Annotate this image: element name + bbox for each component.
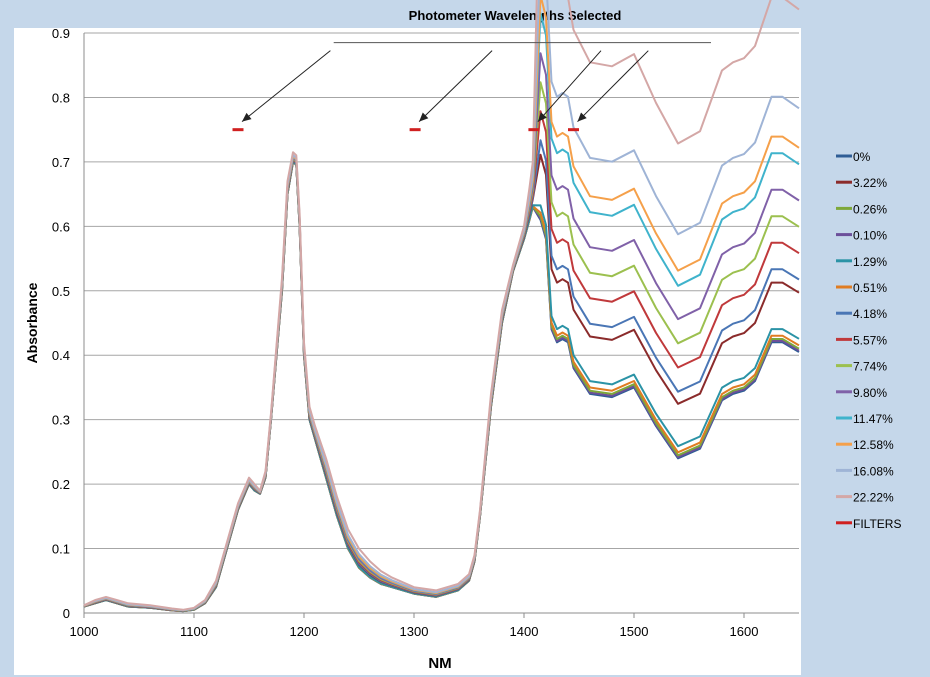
annotation-arrowhead bbox=[242, 112, 252, 122]
annotation-arrowhead bbox=[577, 112, 587, 122]
legend-label: 0.10% bbox=[853, 229, 887, 243]
x-axis-label: NM bbox=[428, 655, 451, 672]
y-axis-label: Absorbance bbox=[24, 282, 40, 363]
legend-label: 9.80% bbox=[853, 386, 887, 400]
legend-label: 0.26% bbox=[853, 202, 887, 216]
legend-label: 11.47% bbox=[853, 412, 893, 426]
axes bbox=[83, 33, 799, 614]
legend-label: 0% bbox=[853, 150, 871, 164]
series-lines bbox=[83, 0, 800, 613]
legend: 0% 3.22% 0.26% 0.10% 1.29% 0.51% 4.18% 5.57% 7.7… bbox=[836, 150, 901, 531]
x-tick-label: 1000 bbox=[70, 624, 99, 639]
chart-title: Photometer Wavelengths Selected bbox=[409, 8, 622, 23]
y-tick-label: 0.6 bbox=[52, 219, 70, 234]
x-axis-ticks: 1000 1100 1200 1300 1400 1500 1600 bbox=[70, 613, 759, 639]
annotation-arrowhead bbox=[419, 112, 429, 122]
x-tick-label: 1100 bbox=[180, 624, 208, 639]
y-tick-label: 0.2 bbox=[52, 477, 70, 492]
gridlines bbox=[84, 32, 799, 614]
annotation-arrows bbox=[241, 42, 711, 123]
legend-label: 0.51% bbox=[853, 281, 887, 295]
legend-label: 16.08% bbox=[853, 464, 894, 478]
y-tick-label: 0.7 bbox=[52, 155, 70, 170]
y-tick-label: 0.1 bbox=[52, 542, 70, 557]
legend-label: 3.22% bbox=[853, 176, 887, 190]
x-tick-label: 1400 bbox=[510, 624, 539, 639]
series-line bbox=[83, 0, 800, 611]
y-tick-label: 0.5 bbox=[52, 284, 70, 299]
x-tick-label: 1600 bbox=[730, 624, 759, 639]
legend-label: 22.22% bbox=[853, 491, 894, 505]
annotation-arrow bbox=[537, 50, 602, 122]
annotation-arrowhead bbox=[537, 112, 547, 122]
y-axis-ticks: 0 0.1 0.2 0.3 0.4 0.5 0.6 0.7 0.8 0.9 bbox=[52, 26, 70, 621]
legend-label: 7.74% bbox=[853, 360, 887, 374]
legend-label: 1.29% bbox=[853, 255, 887, 269]
legend-label: 12.58% bbox=[853, 438, 894, 452]
annotation-arrow bbox=[418, 50, 493, 123]
legend-label: 4.18% bbox=[853, 307, 887, 321]
x-tick-label: 1300 bbox=[400, 624, 429, 639]
plot-area bbox=[84, 33, 799, 613]
x-tick-label: 1200 bbox=[290, 624, 319, 639]
y-tick-label: 0.8 bbox=[52, 90, 70, 105]
y-tick-label: 0.3 bbox=[52, 413, 70, 428]
legend-label: FILTERS bbox=[853, 517, 901, 531]
legend-label: 5.57% bbox=[853, 333, 887, 347]
y-tick-label: 0 bbox=[63, 606, 70, 621]
y-tick-label: 0.9 bbox=[52, 26, 70, 41]
annotation-arrow bbox=[577, 50, 649, 123]
y-tick-label: 0.4 bbox=[52, 348, 70, 363]
x-tick-label: 1500 bbox=[620, 624, 649, 639]
annotation-arrow bbox=[241, 50, 331, 123]
